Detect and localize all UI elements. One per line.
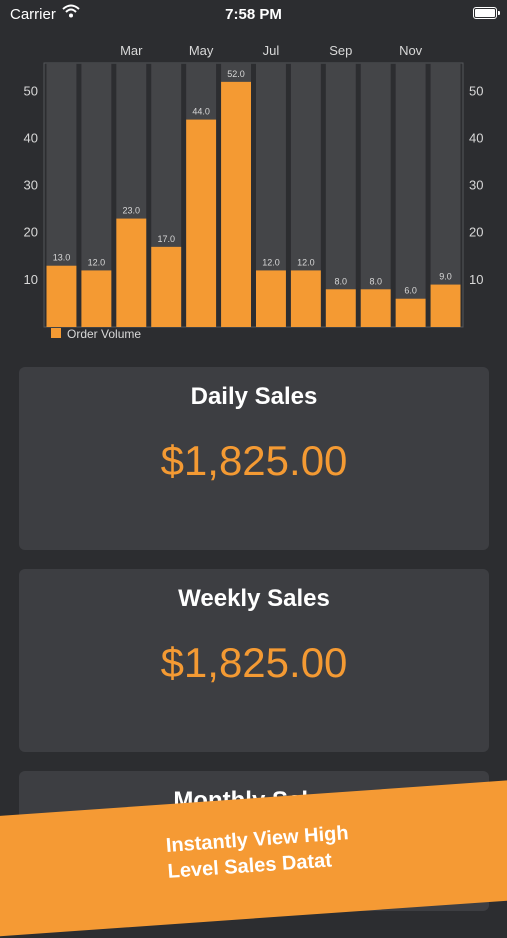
status-bar: Carrier 7:58 PM xyxy=(0,0,507,28)
x-tick-label: May xyxy=(189,43,214,58)
bar-track-dec xyxy=(430,63,461,327)
bar-nov xyxy=(395,298,426,327)
y-tick-left: 10 xyxy=(24,272,38,287)
bar-aug xyxy=(290,270,321,327)
order-volume-chart: 10 10 20 20 30 30 40 40 50 50 13.0 12.0 23.0 Mar 17.0 4… xyxy=(24,43,484,341)
bar-value-label: 6.0 xyxy=(404,286,417,296)
wifi-icon xyxy=(62,4,80,23)
x-tick-label: Sep xyxy=(329,43,352,58)
bar-value-label: 8.0 xyxy=(369,276,382,286)
bar-may xyxy=(186,119,217,327)
daily-sales-card: Daily Sales $1,825.00 xyxy=(19,367,489,550)
bar-value-label: 52.0 xyxy=(227,69,245,79)
legend-label: Order Volume xyxy=(67,327,141,341)
bar-value-label: 9.0 xyxy=(439,272,452,282)
weekly-sales-value: $1,825.00 xyxy=(160,639,348,686)
plot-frame xyxy=(43,62,464,328)
bar-value-label: 12.0 xyxy=(88,257,106,267)
bar-value-label: 23.0 xyxy=(123,206,141,216)
bar-oct xyxy=(360,289,391,327)
bar-value-label: 12.0 xyxy=(262,257,280,267)
bar-track-nov xyxy=(395,63,426,327)
y-tick-right: 10 xyxy=(469,272,483,287)
x-tick-label: Mar xyxy=(120,43,143,58)
y-tick-left: 20 xyxy=(24,225,38,240)
y-tick-right: 40 xyxy=(469,130,483,145)
x-tick-label: Nov xyxy=(399,43,423,58)
bar-jan xyxy=(46,265,77,327)
bar-track-sep xyxy=(325,63,356,327)
carrier-label: Carrier xyxy=(10,6,56,23)
legend-swatch xyxy=(51,328,61,338)
clock-time: 7:58 PM xyxy=(225,6,282,23)
bar-jul xyxy=(256,270,286,327)
bar-value-label: 8.0 xyxy=(335,276,348,286)
bar-apr xyxy=(151,246,182,327)
x-tick-label: Jul xyxy=(263,43,280,58)
bar-value-label: 12.0 xyxy=(297,257,315,267)
bar-value-label: 13.0 xyxy=(53,253,71,263)
bar-feb xyxy=(81,270,112,327)
y-tick-right: 30 xyxy=(469,178,483,193)
bar-dec xyxy=(430,284,461,327)
y-tick-left: 50 xyxy=(24,83,38,98)
battery-icon xyxy=(473,7,500,19)
weekly-sales-title: Weekly Sales xyxy=(178,585,330,612)
y-tick-right: 50 xyxy=(469,83,483,98)
bar-value-label: 17.0 xyxy=(157,234,175,244)
bar-mar xyxy=(116,218,147,327)
bar-sep xyxy=(325,289,356,327)
daily-sales-value: $1,825.00 xyxy=(160,437,348,484)
bar-jun xyxy=(221,81,251,327)
bar-value-label: 44.0 xyxy=(192,107,210,117)
y-tick-right: 20 xyxy=(469,225,483,240)
bar-track-oct xyxy=(360,63,391,327)
y-tick-left: 40 xyxy=(24,130,38,145)
weekly-sales-card: Weekly Sales $1,825.00 xyxy=(19,569,489,752)
y-tick-left: 30 xyxy=(24,178,38,193)
daily-sales-title: Daily Sales xyxy=(190,383,318,410)
